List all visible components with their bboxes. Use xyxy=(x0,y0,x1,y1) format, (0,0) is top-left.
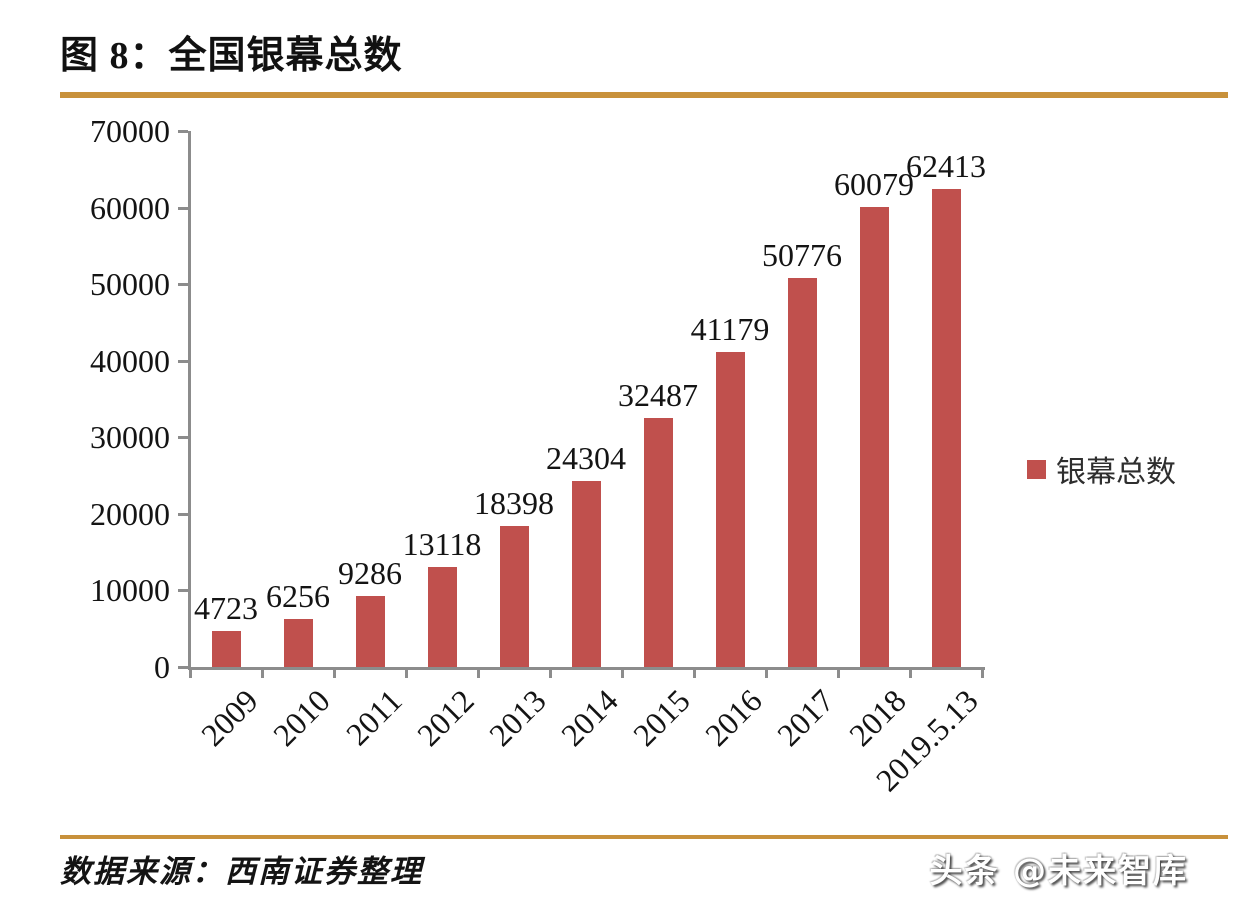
x-axis-tick xyxy=(261,667,264,678)
y-tick-label: 70000 xyxy=(90,113,170,149)
bar-chart: 银幕总数 0 10000 20000 30000 40000 50000 60000 7000… xyxy=(90,113,1176,798)
bar-2013 xyxy=(499,526,529,667)
bar-value-label: 60079 xyxy=(834,165,914,202)
x-axis-tick xyxy=(549,667,552,678)
x-axis-tick xyxy=(909,667,912,678)
bar-2010 xyxy=(283,619,313,667)
y-axis-tick xyxy=(178,512,188,516)
bar-value-label: 50776 xyxy=(762,237,842,274)
y-tick-label: 20000 xyxy=(90,495,170,532)
y-tick-label: 30000 xyxy=(90,419,170,456)
legend-swatch xyxy=(1027,459,1046,479)
x-axis-tick xyxy=(477,667,480,678)
x-axis-tick xyxy=(693,667,696,678)
y-axis-tick xyxy=(178,436,188,440)
bar-value-label: 18398 xyxy=(474,485,554,522)
x-axis-tick xyxy=(189,667,192,678)
bar-value-label: 6256 xyxy=(266,578,330,615)
y-axis-tick xyxy=(178,359,188,363)
y-axis-tick xyxy=(178,589,188,593)
x-axis-tick xyxy=(405,667,408,678)
bar-value-label: 4723 xyxy=(194,589,258,626)
bar-2019.5.13 xyxy=(931,189,961,667)
y-tick-label: 60000 xyxy=(90,189,170,226)
bar-2016 xyxy=(715,351,745,667)
bar-2011 xyxy=(355,595,385,667)
legend: 银幕总数 xyxy=(1027,447,1176,491)
x-axis-tick xyxy=(333,667,336,678)
bar-2018 xyxy=(859,206,889,667)
figure-title: 图 8：全国银幕总数 xyxy=(60,35,403,77)
y-axis-tick xyxy=(178,206,188,210)
footer-rule xyxy=(60,835,1228,839)
y-tick-label: 0 xyxy=(154,649,170,685)
y-axis-tick xyxy=(178,283,188,287)
title-rule xyxy=(60,92,1228,98)
legend-label: 银幕总数 xyxy=(1056,456,1176,489)
bar-value-label: 13118 xyxy=(402,525,482,562)
x-axis-line xyxy=(188,667,985,670)
bar-value-label: 9286 xyxy=(338,554,402,591)
y-tick-label: 40000 xyxy=(90,342,170,379)
bar-2009 xyxy=(211,630,241,667)
watermark: 头条 @未来智库 xyxy=(929,851,1188,890)
y-axis-line xyxy=(188,131,191,670)
x-axis-tick xyxy=(765,667,768,678)
bar-value-label: 41179 xyxy=(690,310,770,347)
x-axis-tick xyxy=(981,667,984,678)
bar-value-label: 62413 xyxy=(906,148,986,185)
y-axis-tick xyxy=(178,666,188,669)
bar-2014 xyxy=(571,480,601,667)
y-tick-label: 10000 xyxy=(90,572,170,609)
bar-value-label: 24304 xyxy=(546,439,626,476)
x-axis-tick xyxy=(837,667,840,678)
x-axis-tick xyxy=(621,667,624,678)
y-axis-tick xyxy=(178,130,188,133)
y-tick-label: 50000 xyxy=(90,266,170,303)
bar-value-label: 32487 xyxy=(618,377,698,414)
data-source: 数据来源：西南证券整理 xyxy=(60,854,423,889)
bar-2015 xyxy=(643,418,673,667)
bar-2012 xyxy=(427,566,457,667)
bar-2017 xyxy=(787,278,817,667)
